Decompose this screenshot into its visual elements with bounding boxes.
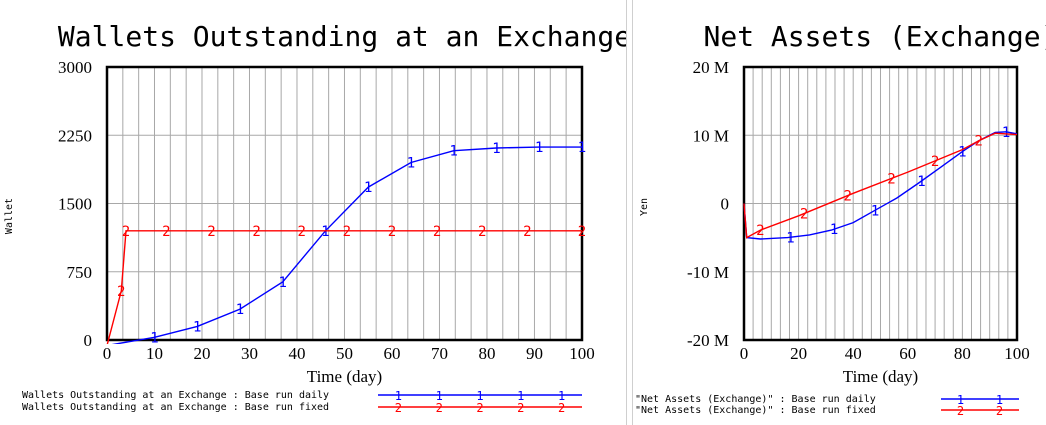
series-marker: 1 (407, 156, 415, 172)
series-marker: 1 (321, 224, 329, 240)
x-tick-label: 40 (845, 344, 862, 363)
x-axis-title: Time (day) (843, 367, 918, 386)
legend-marker: 1 (436, 389, 443, 403)
series-marker: 1 (958, 145, 966, 161)
y-axis-title: Wallet (4, 198, 15, 234)
series-line-2 (106, 230, 582, 344)
net-assets-chart: Net Assets (Exchange) 20 M 10 M 0 -10 M -20 M… (635, 20, 1046, 418)
y-tick-label: 1500 (58, 195, 92, 214)
series-marker: 1 (236, 302, 244, 318)
legend-marker: 1 (476, 389, 483, 403)
series-marker: 1 (279, 275, 287, 291)
series-marker: 2 (343, 224, 351, 240)
y-tick-label: 20 M (693, 58, 729, 77)
legend-marker: 2 (395, 401, 402, 415)
x-tick-label: 90 (526, 344, 543, 363)
series-marker: 2 (388, 224, 396, 240)
legend-marker: 1 (395, 389, 402, 403)
chart-panel-wallets: Wallets Outstanding at an Exchange 3000 22… (4, 0, 627, 425)
legend-marker: 2 (996, 404, 1003, 418)
x-tick-label: 100 (1004, 344, 1030, 363)
legend-label: "Net Assets (Exchange)" : Base run fixed (635, 405, 876, 416)
series-marker: 2 (975, 134, 983, 150)
series-line-1 (111, 146, 582, 344)
legend-marker: 2 (476, 401, 483, 415)
series-marker: 1 (1002, 125, 1010, 141)
series-marker: 2 (756, 223, 764, 239)
plot-frame (105, 65, 584, 342)
series-marker: 2 (252, 224, 260, 240)
series-marker: 2 (887, 171, 895, 187)
x-tick-label: 20 (790, 344, 807, 363)
series-marker: 2 (207, 224, 215, 240)
legend-marker: 1 (517, 389, 524, 403)
x-axis-title: Time (day) (307, 367, 382, 386)
chart-title: Net Assets (Exchange) (703, 20, 1046, 53)
series-marker: 2 (298, 224, 306, 240)
series-marker: 2 (117, 284, 125, 300)
legend-marker: 2 (957, 404, 964, 418)
y-tick-label: 750 (67, 263, 93, 282)
series-marker: 1 (193, 319, 201, 335)
legend-marker: 2 (517, 401, 524, 415)
y-tick-label: -20 M (687, 331, 729, 350)
series-marker: 2 (162, 224, 170, 240)
series-marker: 2 (122, 224, 130, 240)
x-tick-label: 100 (569, 344, 595, 363)
series-marker: 1 (535, 140, 543, 156)
y-tick-label: 0 (84, 331, 93, 350)
series-marker: 1 (450, 144, 458, 160)
legend-marker: 1 (957, 393, 964, 407)
series-marker: 2 (800, 207, 808, 223)
x-tick-label: 30 (241, 344, 258, 363)
x-tick-label: 10 (146, 344, 163, 363)
x-tick-label: 50 (336, 344, 353, 363)
series-marker: 2 (844, 189, 852, 205)
y-tick-label: 0 (721, 195, 730, 214)
y-tick-label: 2250 (58, 126, 92, 145)
series-marker: 2 (931, 154, 939, 170)
chart-title: Wallets Outstanding at an Exchange (58, 20, 626, 53)
series-marker: 2 (523, 224, 531, 240)
x-tick-label: 40 (289, 344, 306, 363)
series-marker: 1 (150, 330, 158, 346)
series-marker: 1 (578, 140, 586, 156)
x-tick-label: 80 (954, 344, 971, 363)
series-marker: 1 (871, 203, 879, 219)
series-marker: 1 (830, 222, 838, 238)
x-tick-label: 60 (899, 344, 916, 363)
series-marker: 2 (578, 224, 586, 240)
legend-marker: 2 (558, 401, 565, 415)
series-marker: 1 (917, 174, 925, 190)
y-tick-label: -10 M (687, 263, 729, 282)
legend-marker: 1 (996, 393, 1003, 407)
x-tick-label: 70 (431, 344, 448, 363)
y-tick-label: 3000 (58, 58, 92, 77)
legend-marker: 2 (436, 401, 443, 415)
x-tick-label: 20 (194, 344, 211, 363)
series-line-2 (743, 132, 1018, 239)
y-axis-title: Yen (639, 198, 650, 216)
wallets-chart: Wallets Outstanding at an Exchange300022… (4, 20, 626, 415)
x-tick-label: 80 (479, 344, 496, 363)
series-marker: 2 (478, 224, 486, 240)
x-tick-label: 60 (384, 344, 401, 363)
x-tick-label: 0 (740, 344, 749, 363)
chart-panel-net-assets: Net Assets (Exchange) 20 M 10 M 0 -10 M -20 M… (632, 0, 1046, 425)
series-marker: 2 (433, 224, 441, 240)
series-marker: 1 (786, 230, 794, 246)
legend-marker: 1 (558, 389, 565, 403)
y-tick-label: 10 M (693, 126, 729, 145)
legend-label: Wallets Outstanding at an Exchange : Bas… (22, 390, 329, 401)
legend-label: Wallets Outstanding at an Exchange : Bas… (22, 402, 329, 413)
legend-label: "Net Assets (Exchange)" : Base run daily (635, 394, 876, 405)
series-marker: 1 (492, 141, 500, 157)
series-marker: 1 (364, 180, 372, 196)
x-tick-label: 0 (103, 344, 112, 363)
